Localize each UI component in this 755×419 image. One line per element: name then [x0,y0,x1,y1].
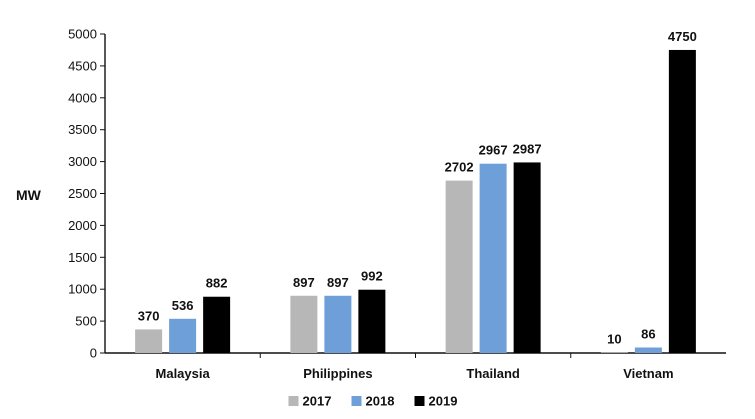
bar-2017-malaysia [135,329,163,353]
data-label: 4750 [668,29,697,44]
bar-2017-philippines [290,295,318,353]
y-tick-label: 1500 [68,250,97,265]
bar-2018-malaysia [169,318,197,353]
data-label: 2987 [513,141,542,156]
legend-swatch-2018 [351,396,362,406]
y-tick-label: 4500 [68,58,97,73]
data-label: 882 [206,276,228,291]
data-label: 897 [293,275,315,290]
y-tick-label: 4000 [68,90,97,105]
bar-2019-malaysia [203,296,231,353]
data-label: 536 [172,298,194,313]
bar-2019-thailand [513,162,541,353]
legend-label: 2018 [366,394,395,409]
x-category-label: Malaysia [156,366,211,381]
data-label: 86 [641,327,655,342]
legend-swatch-2019 [414,396,425,406]
legend-label: 2017 [303,394,332,409]
data-label: 2702 [445,160,474,175]
plot-area: 0 500 1000 1500 2000 2500 3000 3500 4000 4500 5000… [68,27,726,409]
data-label: 10 [607,331,621,346]
bar-2017-vietnam [600,352,628,353]
bar-2019-philippines [358,289,386,353]
y-tick-label: 1000 [68,282,97,297]
data-label: 2967 [479,143,508,158]
y-tick-label: 3000 [68,154,97,169]
data-label: 370 [138,308,160,323]
bar-2017-thailand [445,180,473,353]
bar-2018-philippines [324,295,352,353]
y-axis-title: MW [16,187,42,203]
legend-swatch-2017 [288,396,299,406]
x-category-label: Vietnam [623,366,673,381]
data-label: 897 [327,275,349,290]
bar-2018-thailand [479,163,507,353]
legend-label: 2019 [429,394,458,409]
x-category-label: Philippines [303,366,372,381]
bar-2019-vietnam [668,49,696,353]
y-tick-label: 2500 [68,186,97,201]
y-tick-label: 0 [90,346,97,361]
x-category-label: Thailand [466,366,520,381]
y-tick-label: 3500 [68,122,97,137]
data-label: 992 [361,269,383,284]
y-tick-label: 2000 [68,218,97,233]
y-tick-label: 500 [75,314,97,329]
y-tick-label: 5000 [68,27,97,42]
bar-2018-vietnam [634,347,662,353]
